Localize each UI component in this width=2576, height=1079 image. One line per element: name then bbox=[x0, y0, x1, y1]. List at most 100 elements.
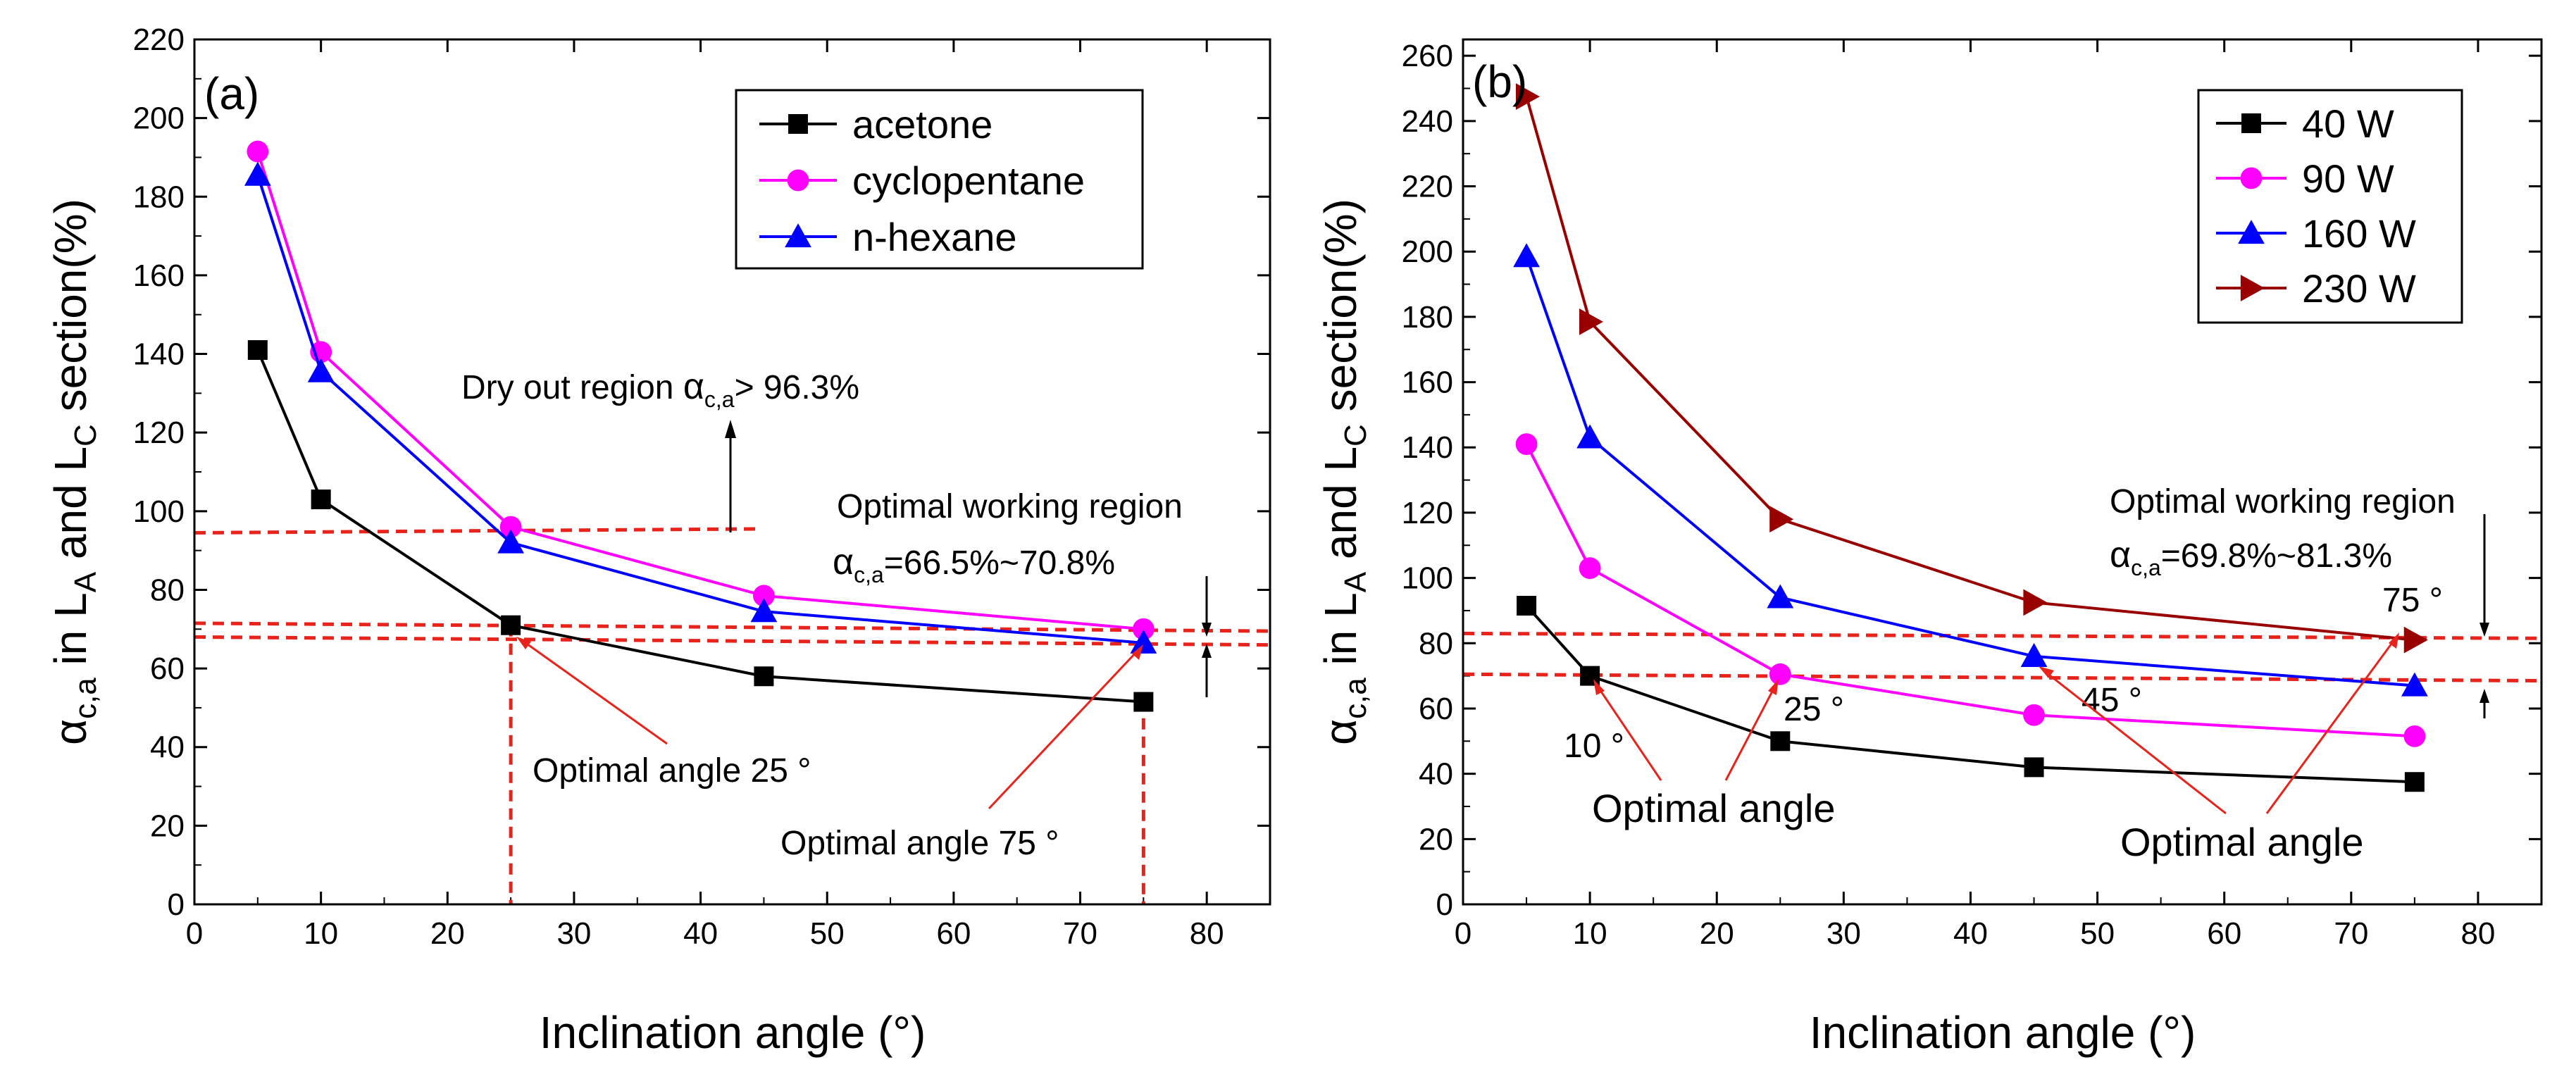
y-tick-label: 260 bbox=[1402, 39, 1453, 73]
legend-label: 40 W bbox=[2302, 101, 2394, 146]
y-tick-label: 240 bbox=[1402, 104, 1453, 139]
data-point bbox=[1132, 618, 1155, 640]
data-point bbox=[1515, 83, 1540, 110]
data-point bbox=[2401, 672, 2428, 697]
x-tick-label: 40 bbox=[683, 916, 718, 951]
x-tick-label: 50 bbox=[2080, 916, 2115, 951]
x-tick-label: 0 bbox=[1455, 916, 1471, 951]
y-tick-label: 140 bbox=[133, 337, 185, 372]
y-axis-title-a: αc,a in LA and LC section(%) bbox=[45, 199, 103, 745]
optimal-angle-arrows-b bbox=[1593, 632, 2399, 815]
data-point bbox=[750, 598, 778, 623]
legend-marker bbox=[787, 169, 809, 192]
guide-optimal-upper bbox=[194, 621, 1271, 633]
annotation-angle-25-b: 25 ° bbox=[1784, 691, 1844, 728]
data-point bbox=[1576, 424, 1604, 449]
y-tick-label: 140 bbox=[1402, 430, 1453, 465]
y-tick-label: 220 bbox=[1402, 170, 1453, 204]
guide-lines-a bbox=[194, 527, 1271, 904]
data-point bbox=[2020, 642, 2048, 667]
panel-label-a: (a) bbox=[204, 68, 259, 119]
annotation-working-range-b: αc,a=69.8%~81.3% bbox=[2110, 535, 2392, 580]
y-tick-label: 200 bbox=[133, 101, 185, 136]
data-point bbox=[501, 615, 521, 635]
y-tick-label: 0 bbox=[168, 887, 185, 922]
y-tick-label: 80 bbox=[1419, 626, 1453, 661]
data-point bbox=[499, 516, 522, 538]
x-tick-label: 70 bbox=[1063, 916, 1097, 951]
legend-items-b: 40 W 90 W 160 W 230 W bbox=[2216, 101, 2416, 311]
legend-label: acetone bbox=[852, 102, 993, 146]
data-point bbox=[497, 529, 525, 554]
guide-optimal-lower bbox=[1462, 672, 2542, 683]
data-point bbox=[311, 489, 331, 510]
axis-ticks-b: 0 10 20 30 40 50 60 70 80 0 20 40 60 80 100 120 140 160 18… bbox=[1402, 39, 2541, 951]
data-point bbox=[247, 339, 268, 360]
x-tick-label: 60 bbox=[2207, 916, 2241, 951]
chart-panel-a: 0 10 20 30 40 50 60 70 80 0 20 40 60 80 100 120 140 160 18… bbox=[45, 23, 1271, 1058]
y-tick-label: 120 bbox=[133, 416, 185, 450]
y-tick-label: 40 bbox=[1419, 757, 1453, 792]
x-axis-title-a: Inclination angle (°) bbox=[540, 1007, 926, 1058]
legend-label: n-hexane bbox=[852, 215, 1017, 259]
y-tick-label: 200 bbox=[1402, 235, 1453, 269]
data-point bbox=[2024, 757, 2044, 778]
x-tick-label: 80 bbox=[1190, 916, 1224, 951]
annotation-dry-out-a: Dry out region αc,a> 96.3% bbox=[461, 366, 859, 412]
data-point bbox=[1769, 506, 1794, 533]
annotation-working-range-a: αc,a=66.5%~70.8% bbox=[833, 542, 1115, 587]
data-point bbox=[1515, 433, 1538, 456]
y-tick-label: 60 bbox=[150, 651, 185, 686]
x-tick-label: 20 bbox=[1700, 916, 1734, 951]
legend-b: 40 W 90 W 160 W 230 W bbox=[2197, 89, 2463, 324]
y-tick-label: 220 bbox=[133, 23, 185, 57]
annotation-angle-10-b: 10 ° bbox=[1564, 728, 1624, 765]
x-tick-label: 80 bbox=[2460, 916, 2495, 951]
legend-marker bbox=[785, 223, 811, 248]
data-point bbox=[1767, 584, 1794, 609]
x-tick-label: 60 bbox=[936, 916, 971, 951]
data-point bbox=[307, 358, 335, 382]
y-tick-label: 160 bbox=[133, 258, 185, 293]
data-point bbox=[247, 140, 269, 163]
guide-lines-b bbox=[1462, 631, 2542, 683]
data-point bbox=[1517, 595, 1537, 616]
guide-dry-out bbox=[194, 527, 758, 535]
y-tick-label: 160 bbox=[1402, 366, 1453, 400]
optimal-angle-arrows-a bbox=[516, 637, 1143, 810]
annotation-working-region-a: Optimal working region bbox=[837, 488, 1183, 525]
legend-label: cyclopentane bbox=[852, 158, 1085, 203]
legend-label: 160 W bbox=[2302, 211, 2416, 256]
x-tick-label: 10 bbox=[304, 916, 338, 951]
x-tick-label: 10 bbox=[1573, 916, 1607, 951]
data-point bbox=[2404, 772, 2425, 792]
data-point bbox=[1579, 308, 1604, 335]
annotation-angle-45-b: 45 ° bbox=[2082, 682, 2142, 719]
y-tick-label: 20 bbox=[1419, 822, 1453, 856]
annotation-optimal-angle-75-a: Optimal angle 75 ° bbox=[780, 825, 1059, 862]
legend-marker bbox=[2238, 220, 2265, 244]
x-tick-label: 0 bbox=[186, 916, 203, 951]
data-point bbox=[1770, 731, 1791, 751]
x-tick-label: 40 bbox=[1953, 916, 1988, 951]
data-point bbox=[244, 161, 271, 186]
y-tick-label: 40 bbox=[150, 730, 185, 765]
data-point bbox=[1133, 692, 1154, 712]
x-tick-label: 50 bbox=[810, 916, 845, 951]
legend-label: 230 W bbox=[2302, 266, 2416, 311]
legend-marker bbox=[2240, 167, 2263, 189]
axis-ticks-a: 0 10 20 30 40 50 60 70 80 0 20 40 60 80 100 120 140 160 18… bbox=[133, 23, 1270, 951]
data-point bbox=[1130, 629, 1157, 654]
chart-panel-b: 0 10 20 30 40 50 60 70 80 0 20 40 60 80 100 120 140 160 18… bbox=[1315, 38, 2543, 1058]
annotation-angle-75-b: 75 ° bbox=[2382, 582, 2443, 619]
data-point bbox=[1513, 243, 1540, 268]
x-axis-title-b: Inclination angle (°) bbox=[1810, 1007, 2196, 1058]
working-region-arrows-b bbox=[2479, 514, 2489, 718]
guide-optimal-upper bbox=[1462, 631, 2542, 640]
legend-marker bbox=[788, 114, 808, 134]
annotation-optimal-angle-left-b: Optimal angle bbox=[1592, 786, 1836, 830]
annotation-optimal-angle-right-b: Optimal angle bbox=[2120, 820, 2364, 864]
legend-a: acetone cyclopentane n-hexane bbox=[735, 89, 1144, 270]
x-tick-label: 70 bbox=[2334, 916, 2368, 951]
